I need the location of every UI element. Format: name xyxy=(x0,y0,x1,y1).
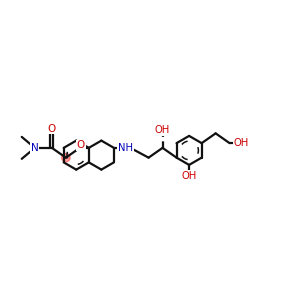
Text: OH: OH xyxy=(182,171,197,181)
Circle shape xyxy=(61,153,70,162)
Text: OH: OH xyxy=(155,125,170,135)
Text: OH: OH xyxy=(234,138,249,148)
Text: O: O xyxy=(48,124,56,134)
Text: O: O xyxy=(77,140,85,150)
Text: NH: NH xyxy=(118,143,133,153)
Text: N: N xyxy=(31,143,39,153)
